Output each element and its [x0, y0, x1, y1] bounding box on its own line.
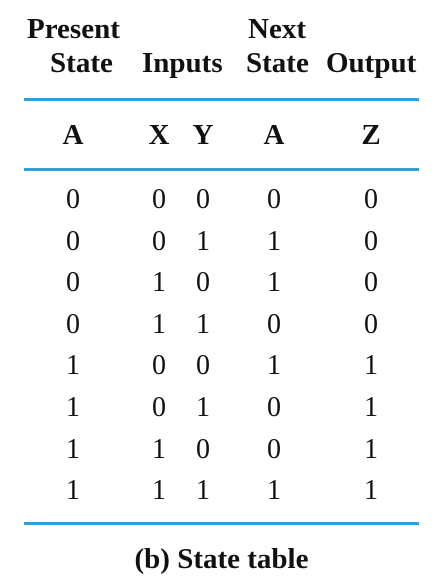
bottom-rule	[24, 522, 419, 525]
cell-present-a: 0	[66, 309, 80, 340]
figure-caption: (b) State table	[134, 543, 309, 575]
cell-input-y: 0	[196, 267, 210, 298]
col-header-y: Y	[192, 119, 214, 151]
cell-present-a: 1	[66, 350, 80, 381]
header-next-line2: State	[246, 47, 309, 79]
cell-next-a: 0	[267, 392, 281, 423]
cell-next-a: 0	[267, 309, 281, 340]
cell-output-z: 0	[364, 184, 378, 215]
cell-input-y: 0	[196, 350, 210, 381]
cell-input-y: 0	[196, 184, 210, 215]
cell-output-z: 1	[364, 350, 378, 381]
cell-output-z: 0	[364, 309, 378, 340]
cell-output-z: 1	[364, 475, 378, 506]
cell-input-y: 1	[196, 309, 210, 340]
col-header-z: Z	[361, 119, 381, 151]
header-next-state: Next State	[246, 12, 309, 80]
cell-input-x: 0	[152, 392, 166, 423]
cell-input-x: 1	[152, 267, 166, 298]
cell-output-z: 1	[364, 434, 378, 465]
cell-present-a: 1	[66, 434, 80, 465]
cell-input-y: 1	[196, 226, 210, 257]
cell-next-a: 1	[267, 226, 281, 257]
cell-input-x: 0	[152, 184, 166, 215]
middle-rule	[24, 168, 419, 171]
cell-output-z: 0	[364, 267, 378, 298]
cell-next-a: 0	[267, 434, 281, 465]
header-present-line1: Present	[27, 13, 120, 45]
cell-present-a: 0	[66, 267, 80, 298]
cell-input-x: 0	[152, 350, 166, 381]
cell-input-x: 1	[152, 309, 166, 340]
cell-input-y: 1	[196, 392, 210, 423]
cell-next-a: 0	[267, 184, 281, 215]
col-header-a-present: A	[62, 119, 84, 151]
cell-input-x: 0	[152, 226, 166, 257]
cell-output-z: 0	[364, 226, 378, 257]
header-present-state: Present State	[27, 12, 120, 80]
cell-input-y: 1	[196, 475, 210, 506]
col-header-x: X	[148, 119, 170, 151]
header-present-line2: State	[50, 47, 113, 79]
cell-present-a: 1	[66, 392, 80, 423]
cell-next-a: 1	[267, 475, 281, 506]
top-rule	[24, 98, 419, 101]
cell-present-a: 1	[66, 475, 80, 506]
cell-next-a: 1	[267, 350, 281, 381]
header-output: Output	[326, 47, 417, 79]
cell-output-z: 1	[364, 392, 378, 423]
cell-input-x: 1	[152, 475, 166, 506]
header-inputs: Inputs	[142, 47, 223, 79]
cell-present-a: 0	[66, 226, 80, 257]
header-next-line1: Next	[248, 13, 306, 45]
cell-present-a: 0	[66, 184, 80, 215]
cell-input-x: 1	[152, 434, 166, 465]
col-header-a-next: A	[263, 119, 285, 151]
cell-input-y: 0	[196, 434, 210, 465]
cell-next-a: 1	[267, 267, 281, 298]
